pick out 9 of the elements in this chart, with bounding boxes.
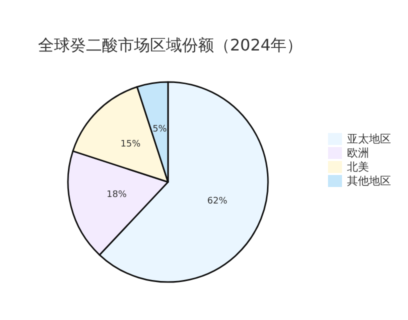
data-label: 15% xyxy=(120,140,141,150)
legend-label: 亚太地区 xyxy=(347,132,391,146)
legend-label: 其他地区 xyxy=(347,174,391,188)
chart-title: 全球癸二酸市场区域份额（2024年） xyxy=(38,36,303,54)
legend-label: 欧洲 xyxy=(347,146,369,160)
legend-label: 北美 xyxy=(347,160,369,174)
data-label: 62% xyxy=(207,196,228,207)
data-label: 18% xyxy=(106,190,128,200)
data-label: 5% xyxy=(152,124,168,135)
